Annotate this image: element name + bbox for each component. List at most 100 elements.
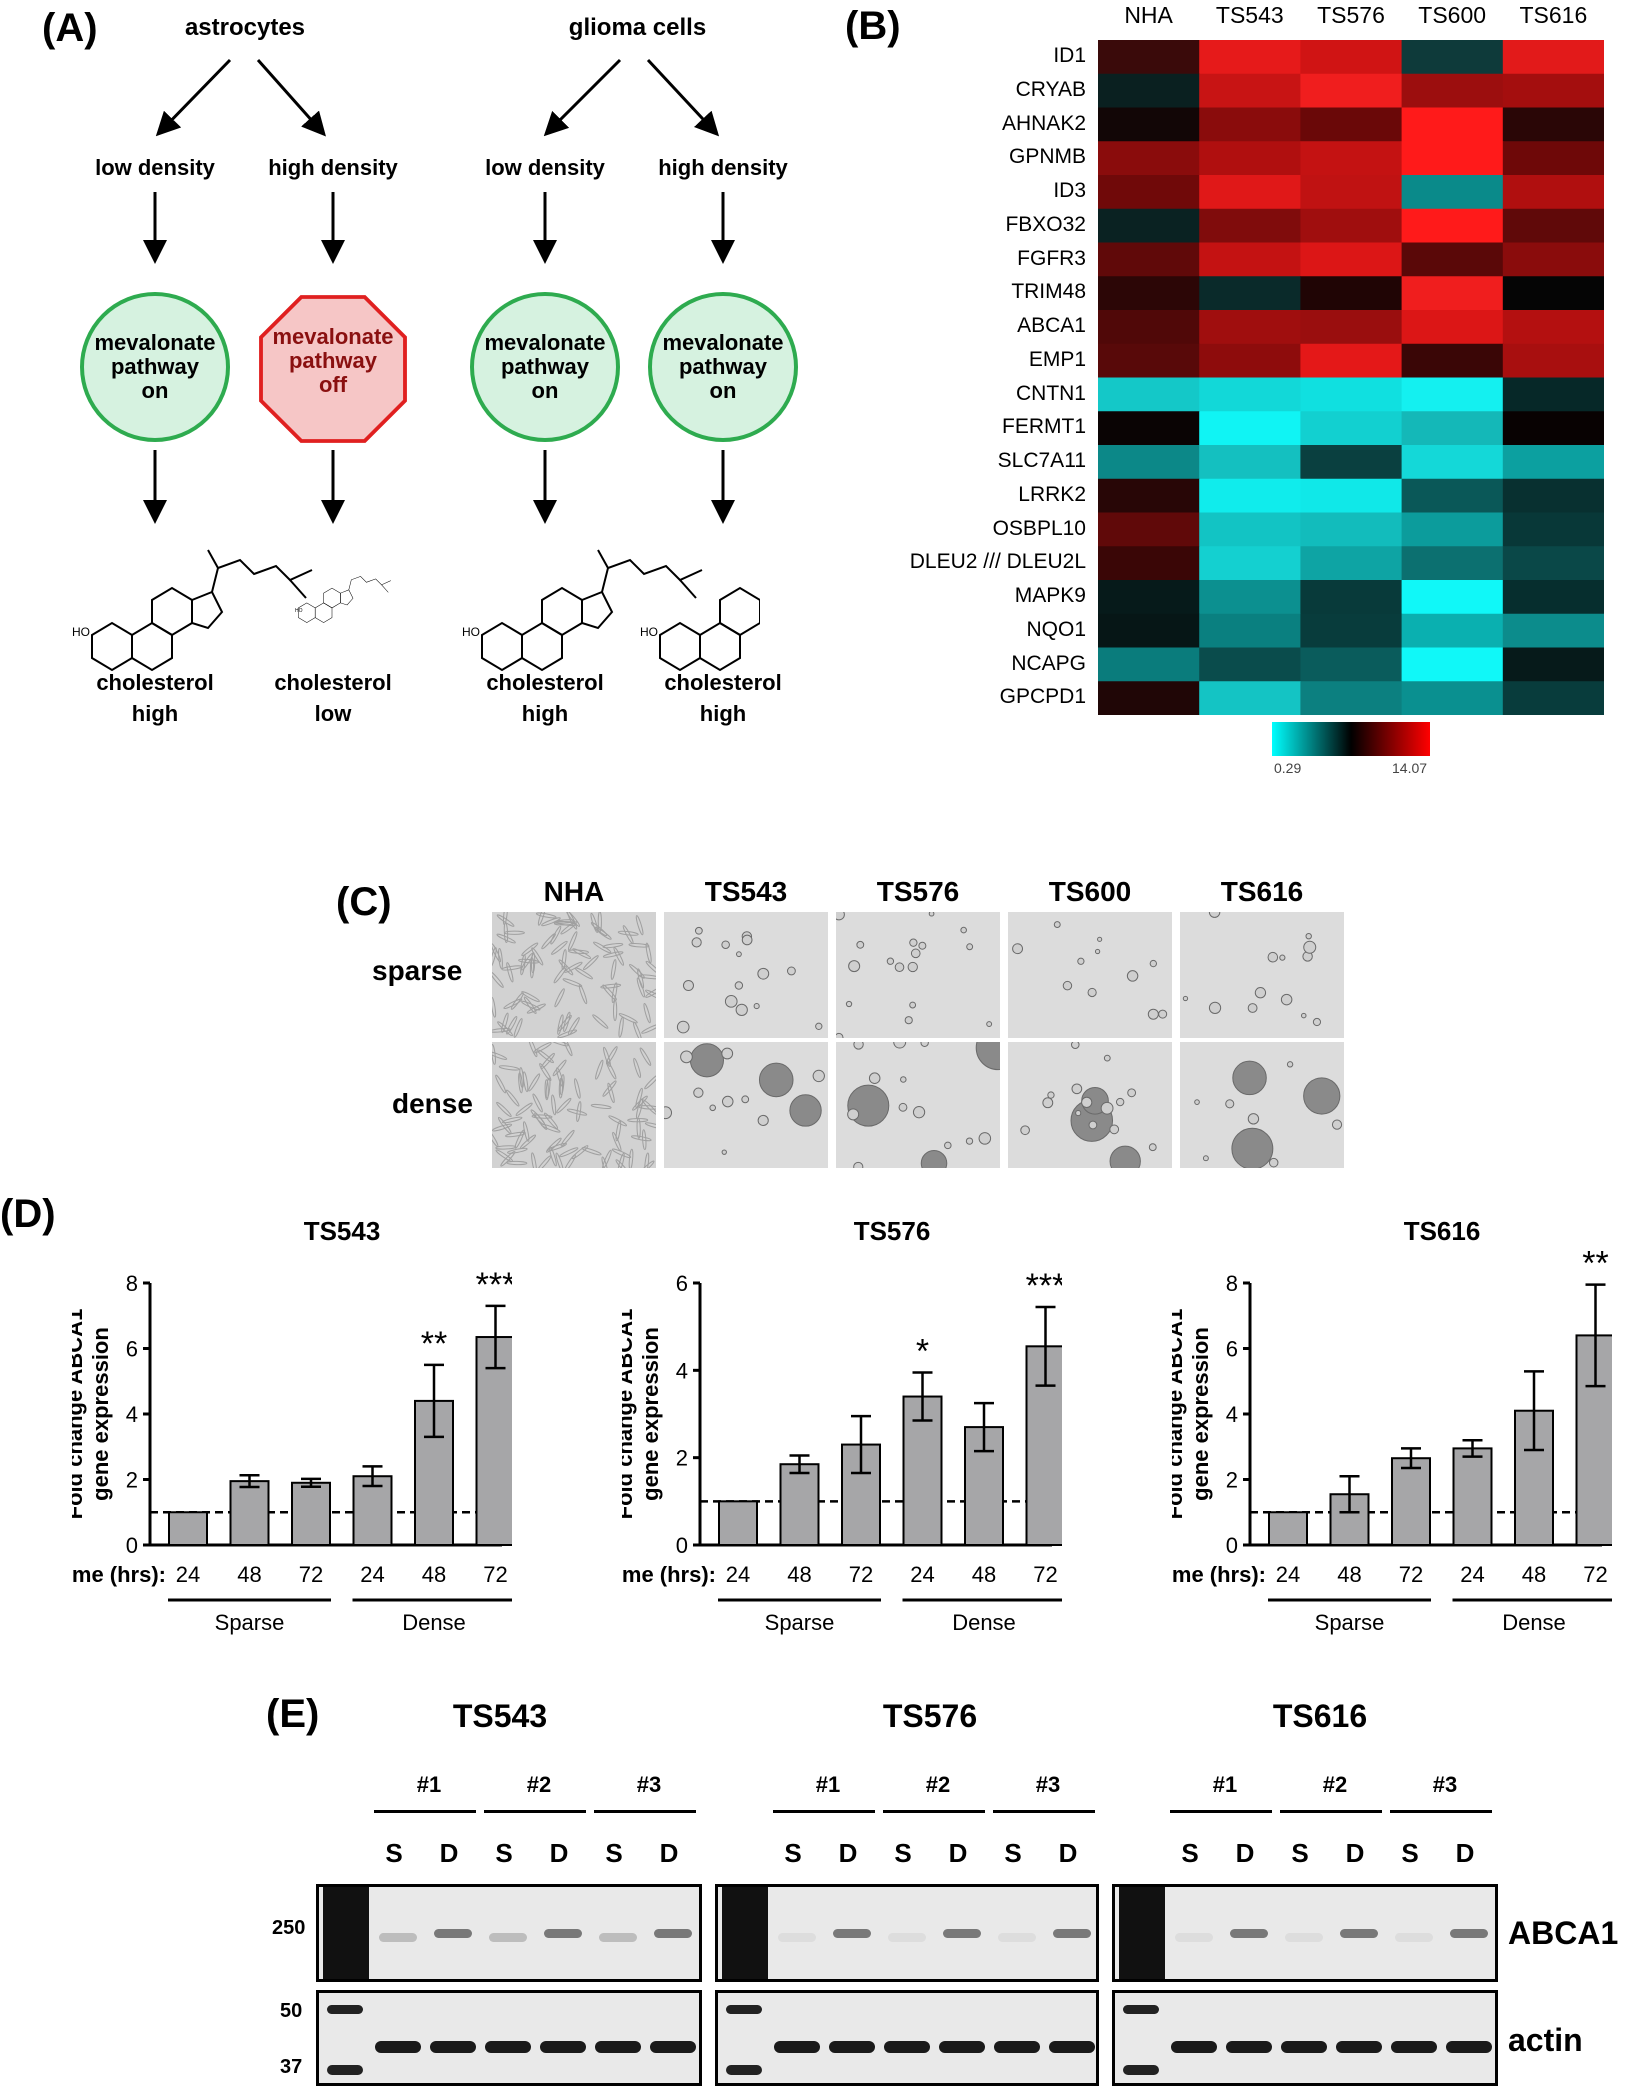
group-label-dense: Dense (1502, 1610, 1566, 1635)
heatmap-cell (1199, 411, 1301, 446)
sphere (721, 940, 730, 950)
x-tick-label: 48 (972, 1562, 996, 1587)
actin-band (829, 2041, 875, 2053)
x-tick-label: 48 (237, 1562, 261, 1587)
high-density-label-1: high density (268, 155, 398, 180)
sphere (1202, 1155, 1209, 1162)
cell (645, 960, 656, 976)
ladder-lane (1119, 1887, 1165, 1979)
heatmap-cell (1401, 73, 1504, 109)
sphere (853, 1042, 864, 1050)
heatmap-cell (1098, 107, 1200, 142)
cell (613, 1000, 618, 1022)
cell (521, 991, 540, 1003)
cell (560, 1129, 575, 1147)
gene-label: OSBPL10 (992, 516, 1086, 540)
ladder-band (726, 2005, 762, 2014)
cell (562, 1042, 573, 1057)
cell (566, 912, 578, 930)
y-tick-label: 6 (126, 1337, 138, 1362)
heatmap-cell (1502, 512, 1604, 547)
sphere (1208, 1001, 1222, 1015)
cell (492, 996, 497, 1018)
mevalonate-off-node: mevalonate pathway off (258, 286, 408, 436)
cell (633, 1021, 642, 1038)
sphere (975, 1042, 1000, 1071)
heatmap-cell (1098, 175, 1200, 210)
cell (615, 1159, 630, 1168)
cell (551, 940, 568, 955)
abca1-band (654, 1929, 692, 1938)
gene-label: EMP1 (1028, 347, 1086, 371)
cell (581, 1147, 602, 1156)
actin-band (650, 2041, 696, 2053)
cell (532, 1093, 543, 1113)
gene-label: GPCPD1 (999, 685, 1086, 709)
cell (563, 1011, 571, 1033)
heatmap-cell (1098, 276, 1200, 311)
y-axis-label: gene expression (638, 1327, 663, 1501)
heatmap-cell (1199, 40, 1301, 75)
cell (574, 1078, 581, 1099)
group-label-sparse: Sparse (1315, 1610, 1385, 1635)
heatmap-cell (1300, 208, 1403, 244)
cell (503, 998, 523, 1010)
sphere (721, 1047, 734, 1060)
blot-title-ts576: TS576 (882, 1698, 978, 1734)
sphere (721, 1149, 727, 1155)
ho-label-3: HO (462, 625, 480, 639)
x-tick-label: 24 (726, 1562, 750, 1587)
cell (557, 1029, 578, 1038)
cell (594, 926, 612, 940)
sphere (758, 1062, 794, 1098)
sphere (848, 960, 861, 973)
x-tick-label: 48 (422, 1562, 446, 1587)
cell (492, 971, 504, 988)
x-tick-label: 24 (176, 1562, 200, 1587)
actin-blot-ts616 (1112, 1990, 1498, 2086)
cell (492, 1123, 513, 1132)
d-lane-label: D (1058, 1838, 1078, 1868)
cell (492, 1044, 496, 1065)
y-tick-label: 4 (1226, 1402, 1238, 1427)
sphere (757, 967, 770, 980)
abca1-band (1395, 1933, 1433, 1942)
ladder-band (327, 2005, 363, 2014)
heatmap-cell (1098, 613, 1200, 649)
time-label: time (hrs): (72, 1562, 166, 1587)
cell (553, 966, 567, 984)
sphere (1020, 1125, 1030, 1136)
heatmap-cell (1199, 343, 1301, 379)
y-tick-label: 2 (126, 1468, 138, 1493)
chol-level: high (699, 701, 747, 726)
cell (638, 974, 656, 980)
y-tick-label: 0 (126, 1533, 138, 1558)
heatmap-cell (1300, 613, 1403, 649)
sphere (1194, 1099, 1200, 1105)
sphere (1087, 987, 1097, 998)
cell (492, 943, 502, 963)
y-axis-label: gene expression (88, 1327, 113, 1501)
cell (521, 942, 539, 957)
micro-col-ts576: TS576 (876, 876, 960, 907)
heatmap-cell (1401, 613, 1504, 649)
cell (506, 1016, 518, 1035)
heatmap (1098, 40, 1604, 715)
cell (572, 948, 592, 959)
panel-a-arrows (91, 58, 760, 672)
heatmap-cell (1502, 310, 1604, 345)
actin-blot-label: actin (1508, 2022, 1583, 2058)
sphere (786, 966, 796, 976)
heatmap-cell (1401, 40, 1504, 75)
sphere (847, 1108, 860, 1121)
sphere (815, 1022, 823, 1030)
sphere (1254, 987, 1267, 999)
sphere (691, 937, 702, 948)
heatmap-cell (1502, 681, 1604, 715)
y-tick-label: 8 (1226, 1271, 1238, 1296)
significance-label: *** (476, 1266, 512, 1304)
heatmap-cell (1502, 546, 1604, 581)
x-tick-label: 24 (1276, 1562, 1300, 1587)
heatmap-cell (1300, 681, 1403, 715)
sphere (1148, 1143, 1157, 1152)
